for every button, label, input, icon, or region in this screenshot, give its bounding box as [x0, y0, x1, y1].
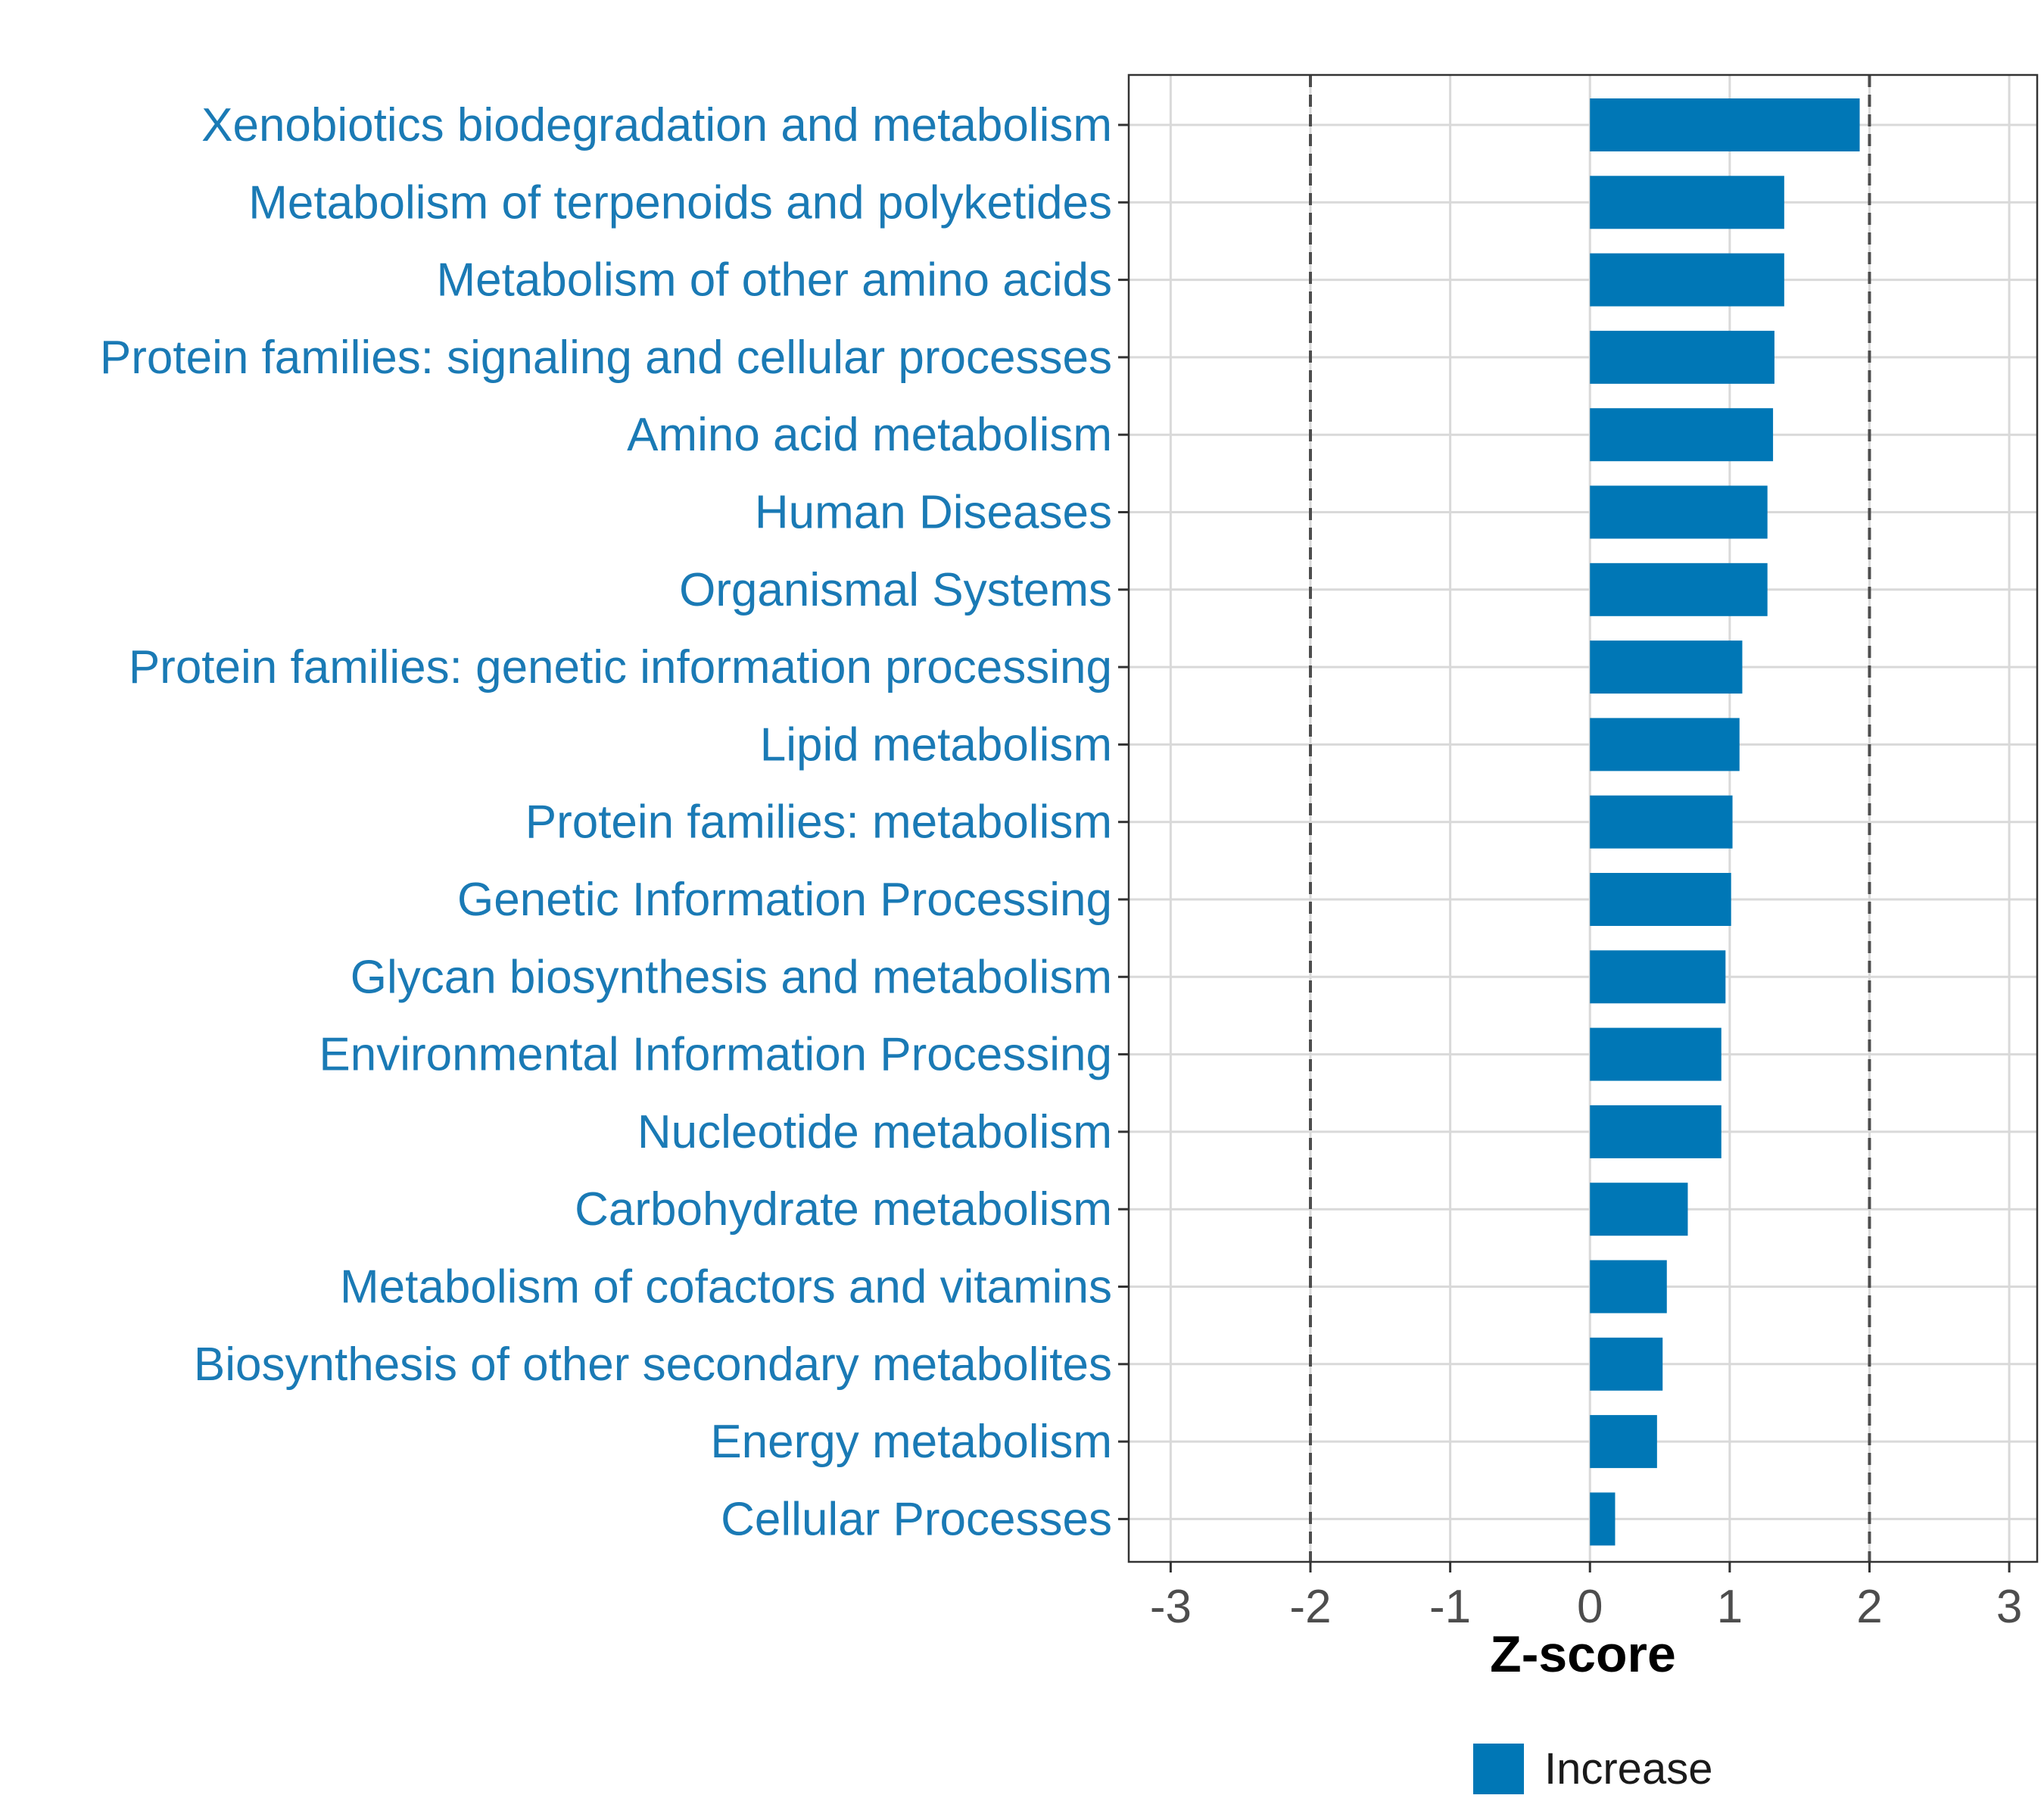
- category-label-17: Energy metabolism: [710, 1416, 1112, 1468]
- x-tick-label-0: -3: [1150, 1581, 1192, 1633]
- category-label-10: Genetic Information Processing: [457, 874, 1112, 926]
- legend-swatch-increase: [1473, 1744, 1524, 1794]
- plot-panel-border: [1127, 73, 2039, 1563]
- reference-lines: [1309, 75, 1871, 1562]
- bar-0: [1590, 98, 1860, 151]
- x-tick-label-2: -1: [1429, 1581, 1471, 1633]
- bar-2: [1590, 253, 1784, 307]
- bar-6: [1590, 563, 1768, 616]
- x-tick-label-5: 2: [1856, 1581, 1882, 1633]
- legend: Increase: [1473, 1744, 1712, 1794]
- x-tick-label-1: -2: [1289, 1581, 1331, 1633]
- category-label-8: Lipid metabolism: [760, 718, 1112, 771]
- bar-12: [1590, 1027, 1722, 1081]
- bar-13: [1590, 1105, 1722, 1158]
- bar-5: [1590, 485, 1768, 539]
- bar-1: [1590, 176, 1784, 229]
- category-label-0: Xenobiotics biodegradation and metabolis…: [201, 99, 1112, 151]
- category-label-7: Protein families: genetic information pr…: [129, 641, 1112, 693]
- bar-16: [1590, 1337, 1663, 1391]
- legend-label-increase: Increase: [1544, 1744, 1712, 1794]
- bar-17: [1590, 1415, 1657, 1469]
- bar-8: [1590, 718, 1740, 771]
- category-label-11: Glycan biosynthesis and metabolism: [351, 951, 1112, 1003]
- bar-3: [1590, 330, 1774, 384]
- category-label-4: Amino acid metabolism: [627, 409, 1112, 461]
- x-axis-ticks: -3 -2 -1 0 1 2 3: [1150, 1562, 2022, 1633]
- category-label-13: Nucleotide metabolism: [637, 1106, 1112, 1158]
- bar-9: [1590, 795, 1733, 849]
- category-labels: Xenobiotics biodegradation and metabolis…: [100, 99, 1129, 1545]
- bar-11: [1590, 950, 1726, 1004]
- category-label-15: Metabolism of cofactors and vitamins: [340, 1261, 1112, 1314]
- x-tick-label-6: 3: [1996, 1581, 2022, 1633]
- x-tick-label-4: 1: [1717, 1581, 1743, 1633]
- x-tick-label-3: 0: [1577, 1581, 1603, 1633]
- category-label-16: Biosynthesis of other secondary metaboli…: [194, 1339, 1112, 1391]
- bar-18: [1590, 1492, 1616, 1546]
- category-label-14: Carbohydrate metabolism: [575, 1183, 1112, 1236]
- category-label-6: Organismal Systems: [679, 564, 1112, 616]
- bar-4: [1590, 408, 1774, 462]
- category-label-9: Protein families: metabolism: [525, 796, 1112, 849]
- category-label-3: Protein families: signaling and cellular…: [100, 332, 1112, 384]
- x-axis-title: Z-score: [1490, 1625, 1676, 1683]
- category-label-18: Cellular Processes: [721, 1493, 1112, 1545]
- category-label-12: Environmental Information Processing: [319, 1029, 1112, 1081]
- bar-14: [1590, 1183, 1688, 1236]
- bar-10: [1590, 873, 1731, 926]
- bars: [1590, 98, 1860, 1546]
- category-label-1: Metabolism of terpenoids and polyketides: [248, 176, 1112, 229]
- grid-lines: [1129, 75, 2037, 1562]
- bar-15: [1590, 1260, 1667, 1314]
- category-label-5: Human Diseases: [755, 487, 1112, 539]
- category-label-2: Metabolism of other amino acids: [436, 254, 1112, 307]
- bar-7: [1590, 640, 1743, 694]
